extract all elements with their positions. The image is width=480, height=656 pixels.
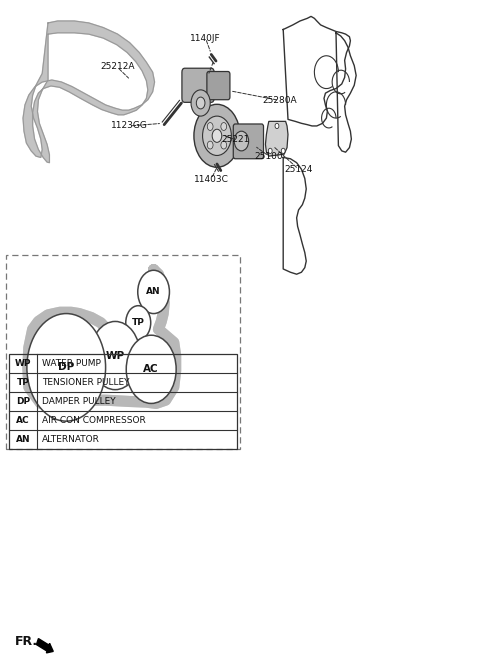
Text: AIR CON COMPRESSOR: AIR CON COMPRESSOR <box>42 417 146 425</box>
FancyArrow shape <box>36 638 53 653</box>
Text: WP: WP <box>15 359 31 368</box>
Text: TP: TP <box>132 318 144 327</box>
Text: 25100: 25100 <box>254 152 283 161</box>
Polygon shape <box>265 121 288 156</box>
Text: 25212A: 25212A <box>100 62 134 72</box>
Text: 1123GG: 1123GG <box>111 121 148 131</box>
Text: DP: DP <box>16 398 30 406</box>
Text: WATER PUMP: WATER PUMP <box>42 359 101 368</box>
FancyBboxPatch shape <box>182 68 214 102</box>
Circle shape <box>268 148 272 154</box>
Circle shape <box>207 141 213 149</box>
Text: AC: AC <box>144 364 159 375</box>
FancyBboxPatch shape <box>207 72 230 100</box>
Text: AN: AN <box>16 436 30 444</box>
Text: 25221: 25221 <box>221 135 250 144</box>
Text: FR.: FR. <box>14 635 37 648</box>
Circle shape <box>234 131 249 151</box>
Circle shape <box>275 123 279 129</box>
Circle shape <box>191 90 210 116</box>
Text: TENSIONER PULLEY: TENSIONER PULLEY <box>42 379 130 387</box>
Bar <box>6 255 240 449</box>
Circle shape <box>207 123 213 131</box>
Circle shape <box>126 306 151 340</box>
Text: 25124: 25124 <box>284 165 313 174</box>
Circle shape <box>221 123 227 131</box>
Bar <box>9 354 237 449</box>
Circle shape <box>212 129 222 142</box>
Polygon shape <box>23 21 155 163</box>
Circle shape <box>126 335 176 403</box>
Circle shape <box>281 148 285 154</box>
Circle shape <box>203 116 231 155</box>
Text: DP: DP <box>58 362 74 373</box>
Text: 1140JF: 1140JF <box>190 33 221 43</box>
Circle shape <box>138 270 169 314</box>
Text: 25280A: 25280A <box>262 96 297 105</box>
Text: DAMPER PULLEY: DAMPER PULLEY <box>42 398 116 406</box>
Circle shape <box>27 314 106 421</box>
Text: AC: AC <box>16 417 30 425</box>
Text: AN: AN <box>146 287 161 297</box>
Text: TP: TP <box>17 379 29 387</box>
Text: WP: WP <box>106 350 125 361</box>
Circle shape <box>90 321 140 390</box>
Circle shape <box>196 97 205 109</box>
Text: 11403C: 11403C <box>194 174 228 184</box>
Text: ALTERNATOR: ALTERNATOR <box>42 436 100 444</box>
Circle shape <box>194 104 240 167</box>
Circle shape <box>221 141 227 149</box>
FancyBboxPatch shape <box>233 124 264 159</box>
